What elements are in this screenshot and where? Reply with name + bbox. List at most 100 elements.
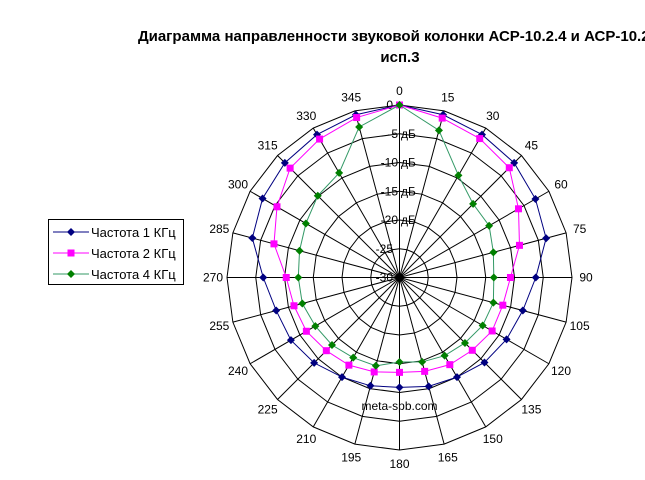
data-point bbox=[488, 327, 496, 335]
legend-swatch bbox=[53, 268, 89, 280]
grid-spoke bbox=[277, 277, 400, 400]
data-point bbox=[272, 306, 281, 315]
legend-label: Частота 2 КГц bbox=[91, 245, 176, 261]
data-point bbox=[453, 373, 461, 382]
data-point bbox=[370, 368, 378, 376]
grid-spoke bbox=[399, 232, 567, 278]
category-label: 105 bbox=[570, 319, 590, 333]
data-point bbox=[506, 274, 514, 281]
data-point bbox=[480, 358, 489, 367]
chart-title: Диаграмма направленности звуковой колонк… bbox=[137, 28, 645, 66]
grid-spoke bbox=[399, 277, 567, 323]
data-point bbox=[286, 336, 295, 345]
data-point bbox=[313, 191, 322, 200]
data-point bbox=[258, 194, 267, 203]
category-label: 255 bbox=[209, 319, 229, 333]
grid-spoke bbox=[399, 277, 550, 365]
data-point bbox=[338, 373, 346, 382]
data-point bbox=[259, 273, 268, 282]
data-point bbox=[273, 203, 281, 211]
data-point bbox=[395, 101, 404, 109]
grid-spoke bbox=[232, 232, 400, 278]
grid-spoke bbox=[399, 277, 487, 428]
data-point bbox=[515, 241, 523, 249]
data-point bbox=[316, 135, 324, 143]
category-label: 180 bbox=[389, 457, 409, 471]
data-point bbox=[282, 274, 290, 281]
data-point bbox=[298, 299, 307, 308]
tick-label: 0 bbox=[386, 98, 393, 112]
data-point bbox=[302, 327, 310, 335]
grid-spoke bbox=[354, 110, 400, 278]
data-point bbox=[542, 234, 551, 243]
data-point bbox=[531, 195, 540, 204]
category-label: 90 bbox=[579, 271, 593, 285]
data-point bbox=[396, 368, 403, 376]
legend-swatch bbox=[53, 226, 89, 238]
data-point bbox=[469, 199, 478, 208]
data-point bbox=[502, 335, 511, 344]
data-point bbox=[510, 158, 519, 167]
legend-item: Частота 1 КГц bbox=[53, 222, 176, 242]
data-point bbox=[499, 301, 507, 309]
data-point bbox=[489, 273, 498, 282]
category-label: 15 bbox=[441, 90, 455, 104]
data-point bbox=[424, 382, 433, 391]
grid-spoke bbox=[354, 277, 400, 445]
data-point bbox=[476, 135, 484, 143]
data-point bbox=[335, 168, 344, 177]
data-point bbox=[515, 205, 523, 213]
tick-unit: дБ bbox=[401, 127, 416, 141]
category-label: 60 bbox=[554, 177, 568, 191]
grid-spoke bbox=[399, 190, 550, 278]
category-label: 300 bbox=[228, 177, 248, 191]
data-point bbox=[440, 351, 449, 360]
data-point bbox=[294, 273, 303, 282]
tick-unit: дБ bbox=[401, 213, 416, 227]
tick-label: -20 bbox=[381, 213, 399, 227]
data-point bbox=[371, 361, 380, 370]
watermark-annotation: meta-spb.com bbox=[361, 399, 437, 413]
data-point bbox=[518, 306, 527, 315]
legend-label: Частота 1 КГц bbox=[91, 224, 176, 240]
grid-spoke bbox=[249, 277, 400, 365]
legend-item: Частота 4 КГц bbox=[53, 264, 176, 284]
grid-spoke bbox=[399, 155, 522, 278]
legend: Частота 1 КГц Частота 2 КГц Частота 4 КГц bbox=[48, 219, 184, 285]
data-point bbox=[270, 240, 278, 248]
data-point bbox=[286, 164, 294, 172]
category-label: 330 bbox=[296, 109, 316, 123]
data-point bbox=[468, 346, 476, 354]
data-point bbox=[328, 340, 337, 349]
tick-label: -15 bbox=[381, 184, 399, 198]
data-point bbox=[353, 114, 361, 122]
grid-spoke bbox=[312, 127, 400, 278]
tick-label: -30 bbox=[376, 271, 394, 285]
category-label: 195 bbox=[341, 451, 361, 465]
data-point bbox=[421, 367, 429, 375]
legend-item: Частота 2 КГц bbox=[53, 243, 176, 263]
data-point bbox=[310, 358, 319, 367]
data-point bbox=[322, 347, 330, 355]
data-point bbox=[366, 381, 375, 390]
series-line-2 bbox=[273, 104, 520, 373]
grid-spoke bbox=[399, 277, 522, 400]
category-label: 75 bbox=[573, 222, 587, 236]
grid-spoke bbox=[277, 155, 400, 278]
grid-spoke bbox=[399, 127, 487, 278]
data-point bbox=[295, 246, 304, 255]
legend-swatch bbox=[53, 247, 89, 259]
data-point bbox=[434, 126, 443, 135]
tick-unit: дБ bbox=[401, 184, 416, 198]
category-label: 285 bbox=[209, 222, 229, 236]
category-label: 165 bbox=[438, 451, 458, 465]
data-point bbox=[485, 221, 494, 230]
data-point bbox=[290, 302, 298, 310]
legend-label: Частота 4 КГц bbox=[91, 266, 176, 282]
data-point bbox=[446, 361, 454, 369]
category-label: 225 bbox=[258, 402, 278, 416]
category-label: 45 bbox=[525, 139, 539, 153]
data-point bbox=[460, 338, 469, 347]
grid-spoke bbox=[232, 277, 400, 323]
